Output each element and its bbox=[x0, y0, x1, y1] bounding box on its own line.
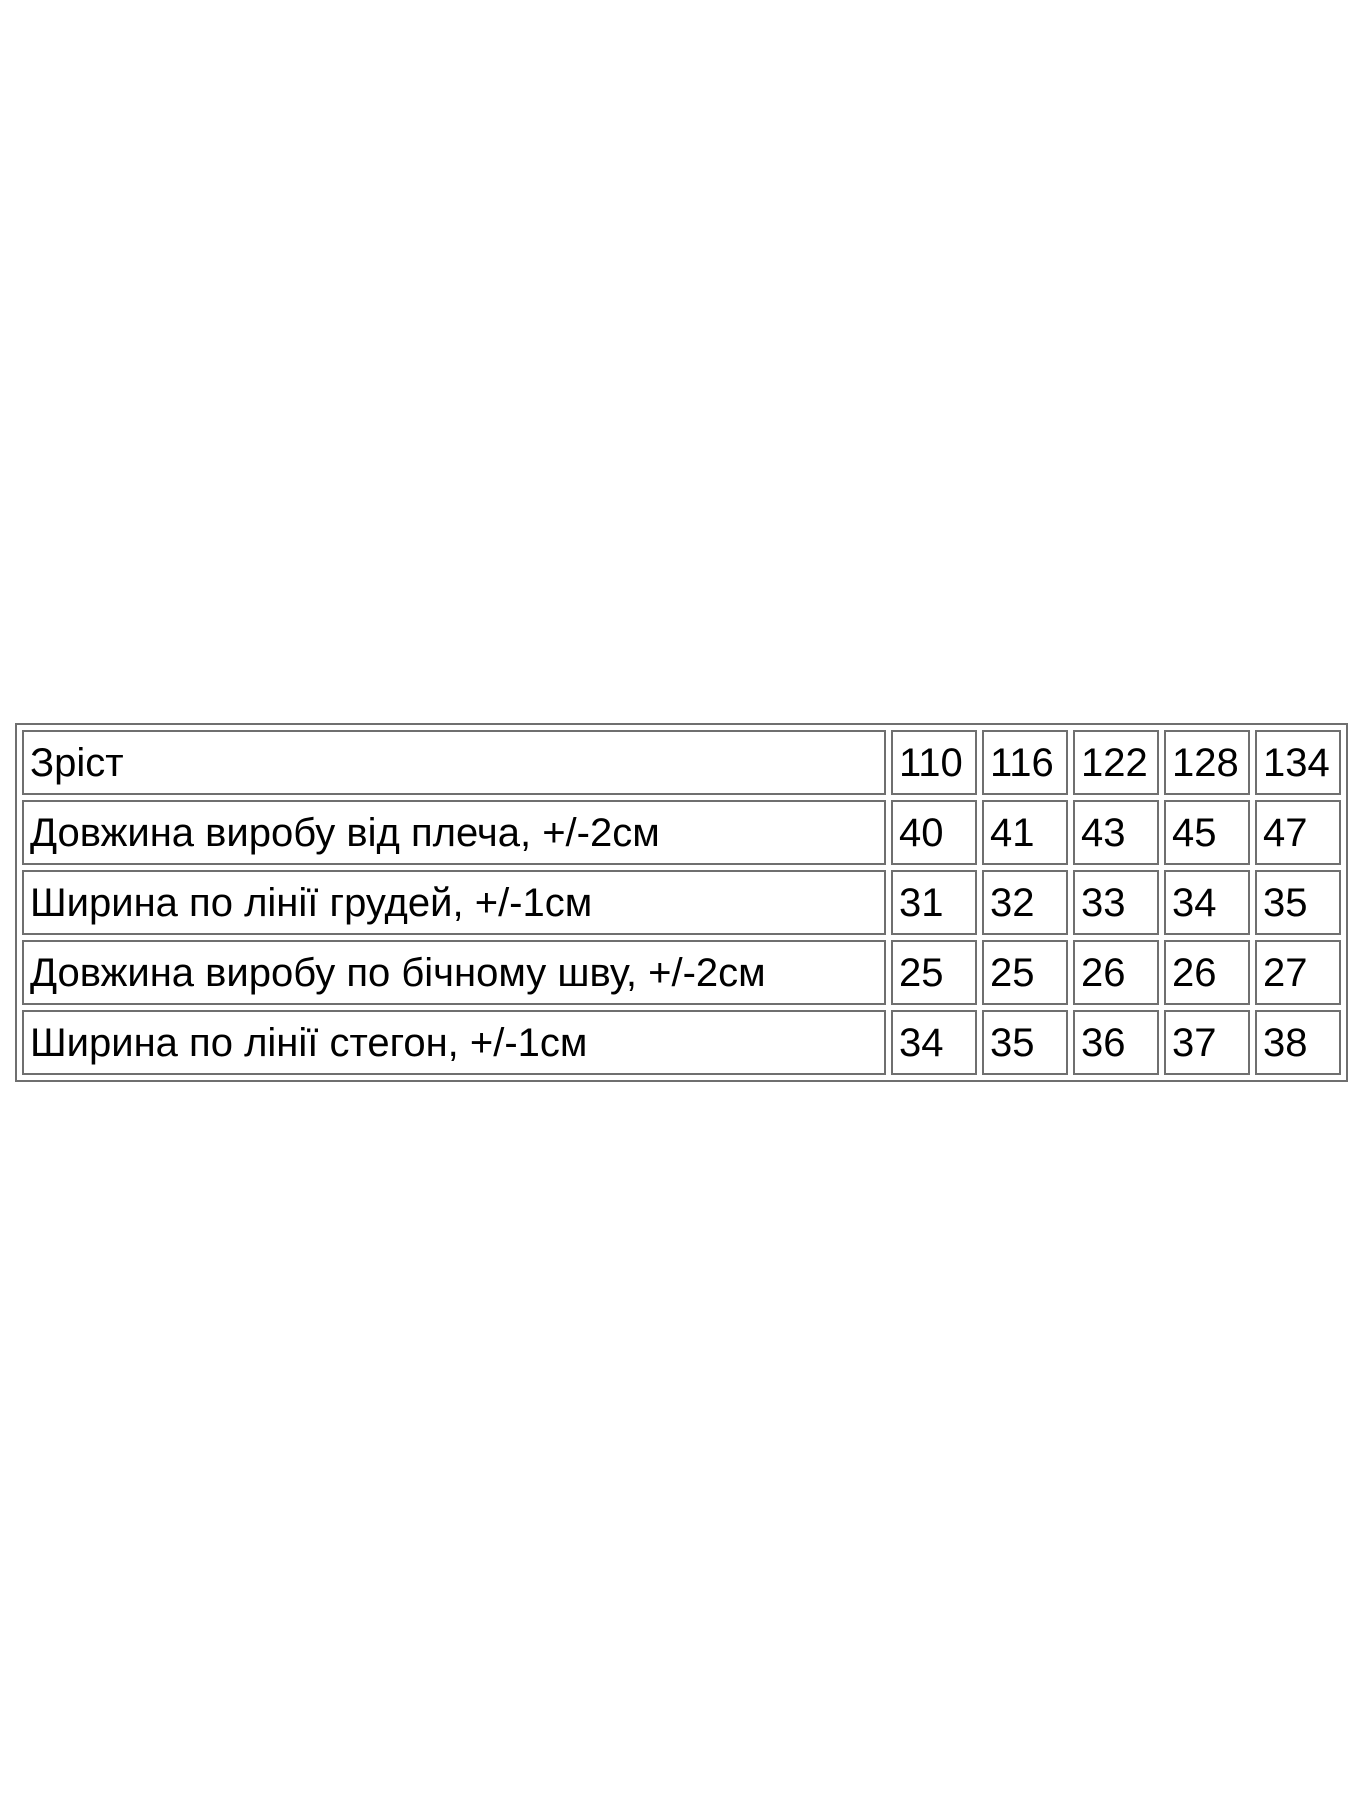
row-label-cell: Ширина по лінії стегон, +/-1см bbox=[22, 1010, 886, 1075]
value-cell: 31 bbox=[891, 870, 977, 935]
value-cell: 47 bbox=[1255, 800, 1341, 865]
size-header-cell: 116 bbox=[982, 730, 1068, 795]
size-header-cell: 128 bbox=[1164, 730, 1250, 795]
size-header-cell: 122 bbox=[1073, 730, 1159, 795]
size-header-row: Зріст 110 116 122 128 134 bbox=[22, 730, 1341, 795]
row-label-cell: Ширина по лінії грудей, +/-1см bbox=[22, 870, 886, 935]
value-cell: 26 bbox=[1164, 940, 1250, 1005]
value-cell: 37 bbox=[1164, 1010, 1250, 1075]
value-cell: 38 bbox=[1255, 1010, 1341, 1075]
value-cell: 32 bbox=[982, 870, 1068, 935]
header-label-cell: Зріст bbox=[22, 730, 886, 795]
value-cell: 35 bbox=[982, 1010, 1068, 1075]
value-cell: 41 bbox=[982, 800, 1068, 865]
value-cell: 45 bbox=[1164, 800, 1250, 865]
table-row: Ширина по лінії грудей, +/-1см 31 32 33 … bbox=[22, 870, 1341, 935]
value-cell: 35 bbox=[1255, 870, 1341, 935]
table-row: Довжина виробу від плеча, +/-2см 40 41 4… bbox=[22, 800, 1341, 865]
row-label-cell: Довжина виробу по бічному шву, +/-2см bbox=[22, 940, 886, 1005]
value-cell: 25 bbox=[891, 940, 977, 1005]
size-header-cell: 110 bbox=[891, 730, 977, 795]
size-chart-table: Зріст 110 116 122 128 134 Довжина виробу… bbox=[15, 723, 1348, 1082]
size-header-cell: 134 bbox=[1255, 730, 1341, 795]
value-cell: 36 bbox=[1073, 1010, 1159, 1075]
value-cell: 34 bbox=[1164, 870, 1250, 935]
value-cell: 40 bbox=[891, 800, 977, 865]
value-cell: 26 bbox=[1073, 940, 1159, 1005]
table-row: Ширина по лінії стегон, +/-1см 34 35 36 … bbox=[22, 1010, 1341, 1075]
value-cell: 27 bbox=[1255, 940, 1341, 1005]
table-row: Довжина виробу по бічному шву, +/-2см 25… bbox=[22, 940, 1341, 1005]
value-cell: 34 bbox=[891, 1010, 977, 1075]
value-cell: 33 bbox=[1073, 870, 1159, 935]
value-cell: 25 bbox=[982, 940, 1068, 1005]
row-label-cell: Довжина виробу від плеча, +/-2см bbox=[22, 800, 886, 865]
value-cell: 43 bbox=[1073, 800, 1159, 865]
